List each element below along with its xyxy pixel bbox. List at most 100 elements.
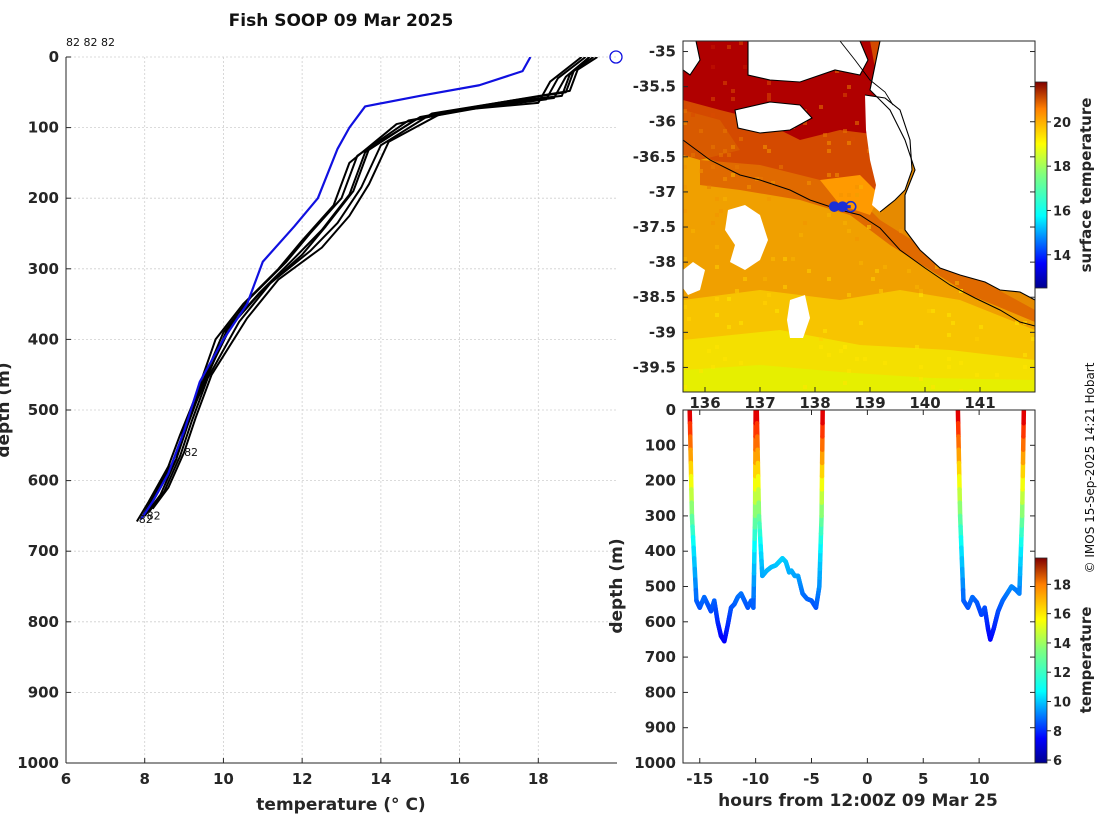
sst-pixel bbox=[715, 197, 719, 201]
sst-pixel bbox=[771, 181, 775, 185]
sst-pixel bbox=[691, 113, 695, 117]
sst-pixel bbox=[799, 233, 803, 237]
sst-pixel bbox=[723, 177, 727, 181]
sst-pixel bbox=[1023, 365, 1027, 369]
sst-pixel bbox=[727, 297, 731, 301]
sst-pixel bbox=[919, 293, 923, 297]
temp-cb-tick-label: 14 bbox=[1053, 637, 1071, 652]
sst-pixel bbox=[931, 309, 935, 313]
sst-pixel bbox=[711, 65, 715, 69]
sst-pixel bbox=[783, 285, 787, 289]
sst-pixel bbox=[843, 345, 847, 349]
latest-profile-line bbox=[139, 57, 532, 521]
track-point bbox=[844, 200, 857, 213]
sst-pixel bbox=[1031, 337, 1035, 341]
sst-pixel bbox=[715, 245, 719, 249]
sst-pixel bbox=[803, 385, 807, 389]
sst-pixel bbox=[867, 225, 871, 229]
map-x-tick-label: 141 bbox=[964, 394, 995, 412]
sst-map: -35 -35.5 -36 -36.5 -37 -37.5 -38 -38.5 -39 -39.5… bbox=[633, 40, 1095, 412]
profile-chart: Fish SOOP 09 Mar 2025 82 82 82 6 8 10 12 14 1… bbox=[0, 11, 623, 815]
sst-pixel bbox=[699, 369, 703, 373]
sst-pixel bbox=[683, 121, 687, 125]
sst-pixel bbox=[767, 93, 771, 97]
sst-pixel bbox=[975, 337, 979, 341]
sst-pixel bbox=[767, 149, 771, 153]
sst-pixel bbox=[763, 301, 767, 305]
sst-pixel bbox=[919, 289, 923, 293]
sst-pixel bbox=[827, 149, 831, 153]
sst-pixel bbox=[731, 89, 735, 93]
sst-pixel bbox=[699, 129, 703, 133]
sst-pixel bbox=[711, 365, 715, 369]
x-tick-label: 16 bbox=[449, 770, 470, 788]
dt-dive-traces bbox=[687, 410, 1027, 644]
sst-pixel bbox=[763, 277, 767, 281]
sst-cb-tick-label: 16 bbox=[1053, 204, 1071, 219]
dt-y-tick-label: 200 bbox=[645, 472, 676, 490]
y-tick-label: 300 bbox=[28, 260, 59, 278]
sst-pixel bbox=[743, 65, 747, 69]
profile-line bbox=[151, 57, 598, 510]
sst-pixel bbox=[719, 209, 723, 213]
sst-pixel bbox=[827, 213, 831, 217]
map-x-tick-label: 139 bbox=[854, 394, 885, 412]
sst-pixel bbox=[683, 305, 687, 309]
map-x-tick-label: 136 bbox=[689, 394, 720, 412]
sst-pixel bbox=[735, 165, 739, 169]
sst-pixel bbox=[731, 173, 735, 177]
sst-pixel bbox=[879, 289, 883, 293]
sst-pixel bbox=[711, 45, 715, 49]
sst-pixel bbox=[855, 121, 859, 125]
sst-pixel bbox=[723, 197, 727, 201]
dt-x-tick-label: -5 bbox=[803, 770, 820, 788]
sst-pixel bbox=[843, 129, 847, 133]
sst-pixel bbox=[819, 345, 823, 349]
map-y-tick-label: -35.5 bbox=[633, 78, 676, 96]
chart-title: Fish SOOP 09 Mar 2025 bbox=[229, 11, 454, 31]
map-y-tick-label: -36.5 bbox=[633, 148, 676, 166]
sst-pixel bbox=[715, 265, 719, 269]
sst-pixel bbox=[907, 269, 911, 273]
dt-x-tick-label: 0 bbox=[862, 770, 872, 788]
sst-pixel bbox=[947, 357, 951, 361]
sst-pixel bbox=[875, 269, 879, 273]
temp-cb-tick-label: 18 bbox=[1053, 578, 1071, 593]
sst-pixel bbox=[807, 181, 811, 185]
sst-pixel bbox=[771, 257, 775, 261]
sst-pixel bbox=[899, 229, 903, 233]
dt-y-tick-label: 300 bbox=[645, 507, 676, 525]
sst-pixel bbox=[715, 297, 719, 301]
temp-cb-tick-label: 16 bbox=[1053, 608, 1071, 623]
map-y-tick-label: -35 bbox=[649, 43, 676, 61]
dt-y-tick-label: 800 bbox=[645, 683, 676, 701]
x-tick-label: 6 bbox=[61, 770, 71, 788]
sst-pixel bbox=[683, 165, 687, 169]
dt-y-tick-label: 500 bbox=[645, 578, 676, 596]
sst-pixel bbox=[711, 97, 715, 101]
land-patch bbox=[735, 102, 812, 133]
sst-pixel bbox=[683, 209, 687, 213]
dt-y-tick-label: 1000 bbox=[634, 754, 676, 772]
credit-text: © IMOS 15-Sep-2025 14:21 Hobart bbox=[1083, 362, 1097, 573]
sst-pixel bbox=[699, 169, 703, 173]
sst-pixel bbox=[683, 385, 687, 389]
sst-pixel bbox=[711, 145, 715, 149]
sst-pixel bbox=[835, 69, 839, 73]
sst-pixel bbox=[847, 85, 851, 89]
sst-pixel bbox=[683, 109, 687, 113]
sst-pixel bbox=[955, 281, 959, 285]
sst-pixel bbox=[827, 141, 831, 145]
sst-pixel bbox=[915, 345, 919, 349]
sst-pixel bbox=[739, 137, 743, 141]
sst-pixel bbox=[827, 173, 831, 177]
sst-pixel bbox=[739, 361, 743, 365]
sst-pixel bbox=[731, 97, 735, 101]
y-tick-label: 500 bbox=[28, 401, 59, 419]
sst-pixel bbox=[683, 257, 687, 261]
sst-pixel bbox=[843, 221, 847, 225]
sst-pixel bbox=[707, 185, 711, 189]
temp-colorbar bbox=[1034, 557, 1048, 764]
